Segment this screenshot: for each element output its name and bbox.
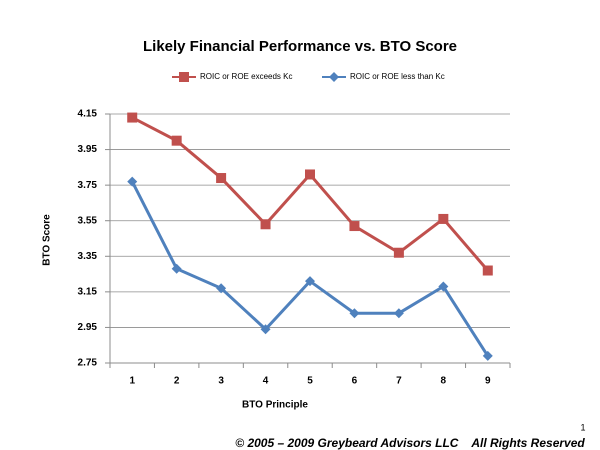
- point: [482, 350, 493, 361]
- point: [260, 324, 271, 335]
- point: [393, 308, 404, 319]
- point: [171, 263, 182, 274]
- y-tick-label: 4.15: [78, 109, 98, 120]
- series-line: [131, 116, 489, 272]
- point: [216, 173, 227, 184]
- point: [171, 135, 182, 146]
- x-tick-label: 8: [441, 376, 447, 387]
- y-tick-label: 3.95: [78, 144, 98, 155]
- point: [438, 281, 449, 292]
- x-tick-label: 6: [352, 376, 358, 387]
- y-tick-label: 3.15: [78, 286, 98, 297]
- point: [305, 169, 315, 180]
- x-axis-title: BTO Principle: [242, 400, 308, 411]
- point: [127, 112, 138, 123]
- legend-label: ROIC or ROE exceeds Kc: [200, 72, 292, 81]
- x-tick-label: 9: [485, 376, 491, 387]
- footer: © 2005 – 2009 Greybeard Advisors LLC All…: [235, 436, 585, 450]
- point: [260, 219, 271, 230]
- y-tick-label: 3.75: [78, 180, 98, 191]
- x-tick-label: 5: [307, 376, 313, 387]
- y-axis-title: BTO Score: [42, 214, 53, 266]
- legend-marker: [179, 72, 189, 82]
- point: [305, 276, 315, 287]
- x-tick-label: 4: [263, 376, 269, 387]
- x-tick-label: 2: [174, 376, 180, 387]
- point: [349, 308, 360, 319]
- chart-title: Likely Financial Performance vs. BTO Sco…: [143, 38, 457, 55]
- point: [349, 221, 360, 232]
- legend-label: ROIC or ROE less than Kc: [350, 72, 445, 81]
- point: [393, 247, 404, 258]
- point: [438, 213, 449, 224]
- point: [482, 265, 493, 276]
- y-tick-label: 2.95: [78, 322, 98, 333]
- x-tick-label: 1: [129, 376, 135, 387]
- point: [127, 176, 138, 187]
- point: [216, 283, 227, 294]
- slide-number: 1: [580, 422, 585, 432]
- x-tick-label: 3: [218, 376, 224, 387]
- y-tick-label: 3.55: [78, 215, 98, 226]
- x-tick-label: 7: [396, 376, 402, 387]
- y-tick-label: 3.35: [78, 251, 98, 262]
- legend-marker: [329, 72, 339, 82]
- series-line: [130, 180, 490, 357]
- y-tick-label: 2.75: [78, 358, 98, 369]
